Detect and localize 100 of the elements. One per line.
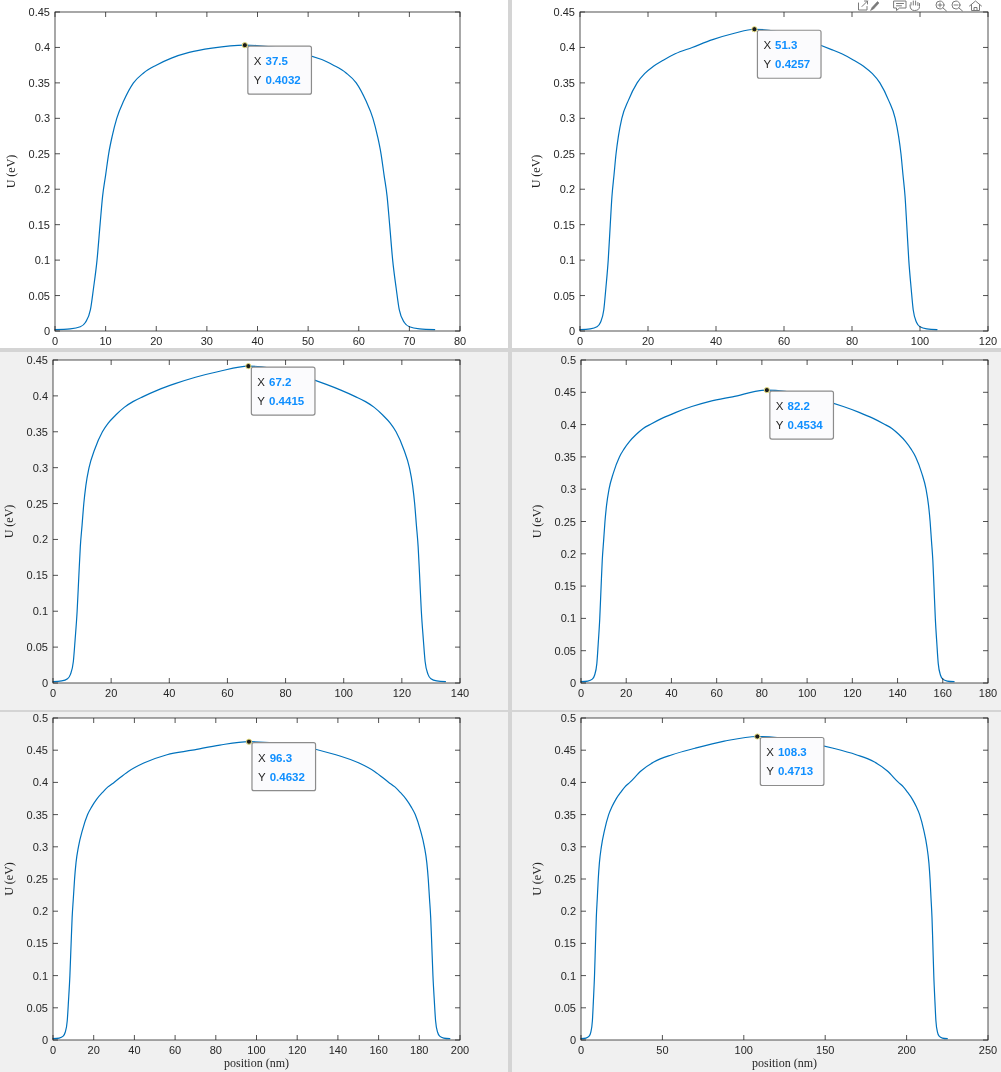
y-tick-label: 0.25 <box>554 873 576 885</box>
y-tick-label: 0.2 <box>32 905 48 918</box>
y-tick-label: 0.4 <box>32 776 48 789</box>
y-tick-label: 0.3 <box>560 483 576 496</box>
y-tick-label: 0.25 <box>554 515 576 528</box>
y-tick-label: 0.45 <box>553 6 575 18</box>
x-tick-label: 80 <box>453 335 467 347</box>
x-tick-label: 60 <box>710 687 723 699</box>
y-tick-label: 0.1 <box>32 605 48 618</box>
x-tick-label: 160 <box>933 687 952 699</box>
y-tick-label: 0.2 <box>32 533 48 546</box>
x-tick-label: 160 <box>369 1044 388 1056</box>
annotation: X 51.3 Y 0.4257 <box>763 39 811 71</box>
y-tick-label: 0.4 <box>560 418 576 431</box>
x-tick-label: 100 <box>247 1044 266 1056</box>
y-tick-label: 0.35 <box>554 450 576 463</box>
y-tick-label: 0.3 <box>32 461 48 474</box>
x-axis-title: position (nm) <box>224 1056 289 1070</box>
y-tick-label: 0.4 <box>34 41 50 54</box>
x-tick-label: 120 <box>978 335 998 347</box>
y-tick-label: 0 <box>569 1034 576 1046</box>
y-tick-label: 0.4 <box>559 41 575 54</box>
y-tick-label: 0.1 <box>560 969 576 982</box>
y-tick-label: 0.1 <box>34 254 50 267</box>
y-tick-label: 0.35 <box>28 76 50 89</box>
x-tick-label: 0 <box>51 335 59 347</box>
x-tick-label: 50 <box>656 1044 669 1056</box>
annotation: X 108.3 Y 0.4713 <box>766 746 814 778</box>
y-tick-label: 0.25 <box>26 497 48 510</box>
y-axis-title: U (eV) <box>2 504 16 539</box>
annotation: X 67.2 Y 0.4415 <box>257 376 305 408</box>
x-tick-label: 40 <box>709 335 723 347</box>
x-tick-label: 180 <box>410 1044 429 1056</box>
x-tick-label: 250 <box>978 1044 998 1056</box>
y-tick-label: 0.05 <box>26 1001 48 1014</box>
y-tick-label: 0.45 <box>28 6 50 18</box>
x-tick-label: 30 <box>200 335 213 347</box>
x-tick-label: 50 <box>302 335 315 347</box>
x-tick-label: 10 <box>99 335 112 347</box>
x-tick-label: 80 <box>209 1044 222 1056</box>
x-tick-label: 140 <box>450 687 470 699</box>
x-tick-label: 100 <box>334 687 353 699</box>
x-tick-label: 80 <box>845 335 859 347</box>
x-tick-label: 120 <box>843 687 862 699</box>
x-tick-label: 70 <box>403 335 416 347</box>
y-tick-label: 0.5 <box>560 354 576 366</box>
y-axis-title: U (eV) <box>530 862 544 896</box>
y-tick-label: 0.3 <box>34 112 50 125</box>
x-tick-label: 80 <box>755 687 769 699</box>
x-tick-label: 120 <box>392 687 412 699</box>
y-axis-title: U (eV) <box>4 154 18 189</box>
y-tick-label: 0 <box>41 677 48 689</box>
y-tick-label: 0.2 <box>34 183 50 196</box>
annotation: X 96.3 Y 0.4632 <box>257 751 305 783</box>
y-tick-label: 0.45 <box>554 386 576 399</box>
y-tick-label: 0.25 <box>28 147 50 160</box>
x-tick-label: 180 <box>978 687 998 699</box>
y-tick-label: 0 <box>568 325 575 337</box>
x-tick-label: 20 <box>87 1044 100 1056</box>
y-tick-label: 0.1 <box>32 969 48 982</box>
x-tick-label: 0 <box>577 687 585 699</box>
y-tick-label: 0.4 <box>32 389 48 402</box>
x-tick-label: 140 <box>888 687 907 699</box>
x-tick-label: 120 <box>288 1044 307 1056</box>
y-tick-label: 0 <box>569 677 576 689</box>
y-tick-label: 0.15 <box>553 218 575 231</box>
y-tick-label: 0 <box>41 1034 48 1046</box>
y-tick-label: 0.25 <box>26 873 48 885</box>
x-tick-label: 200 <box>897 1044 916 1056</box>
y-tick-label: 0.15 <box>26 569 48 582</box>
y-tick-label: 0.2 <box>560 547 576 560</box>
y-tick-label: 0.45 <box>554 744 576 757</box>
x-tick-label: 100 <box>910 335 930 347</box>
x-tick-label: 60 <box>352 335 365 347</box>
y-tick-label: 0.2 <box>559 183 575 196</box>
y-tick-label: 0.35 <box>554 808 576 821</box>
x-tick-label: 140 <box>328 1044 348 1056</box>
y-tick-label: 0.45 <box>26 354 48 366</box>
y-tick-label: 0.1 <box>559 254 575 267</box>
annotation: X 82.2 Y 0.4534 <box>775 400 824 432</box>
x-axis-title: position (nm) <box>752 1056 817 1070</box>
y-tick-label: 0.15 <box>554 937 576 950</box>
x-tick-label: 20 <box>620 687 633 699</box>
y-tick-label: 0.05 <box>26 641 48 654</box>
y-tick-label: 0.05 <box>553 289 575 302</box>
annotation: X 37.5 Y 0.4032 <box>253 55 301 87</box>
x-tick-label: 40 <box>251 335 264 347</box>
x-tick-label: 0 <box>577 1044 585 1056</box>
y-tick-label: 0.05 <box>554 1001 576 1014</box>
x-tick-label: 20 <box>105 687 118 699</box>
y-tick-label: 0.15 <box>26 937 48 950</box>
y-tick-label: 0.05 <box>554 644 576 657</box>
y-tick-label: 0.15 <box>554 580 576 593</box>
y-tick-label: 0.3 <box>560 840 576 853</box>
y-tick-label: 0.2 <box>560 905 576 918</box>
y-tick-label: 0.15 <box>28 218 50 231</box>
y-tick-label: 0 <box>43 325 50 337</box>
x-tick-label: 200 <box>450 1044 470 1056</box>
y-tick-label: 0.5 <box>32 712 48 724</box>
x-tick-label: 100 <box>734 1044 753 1056</box>
